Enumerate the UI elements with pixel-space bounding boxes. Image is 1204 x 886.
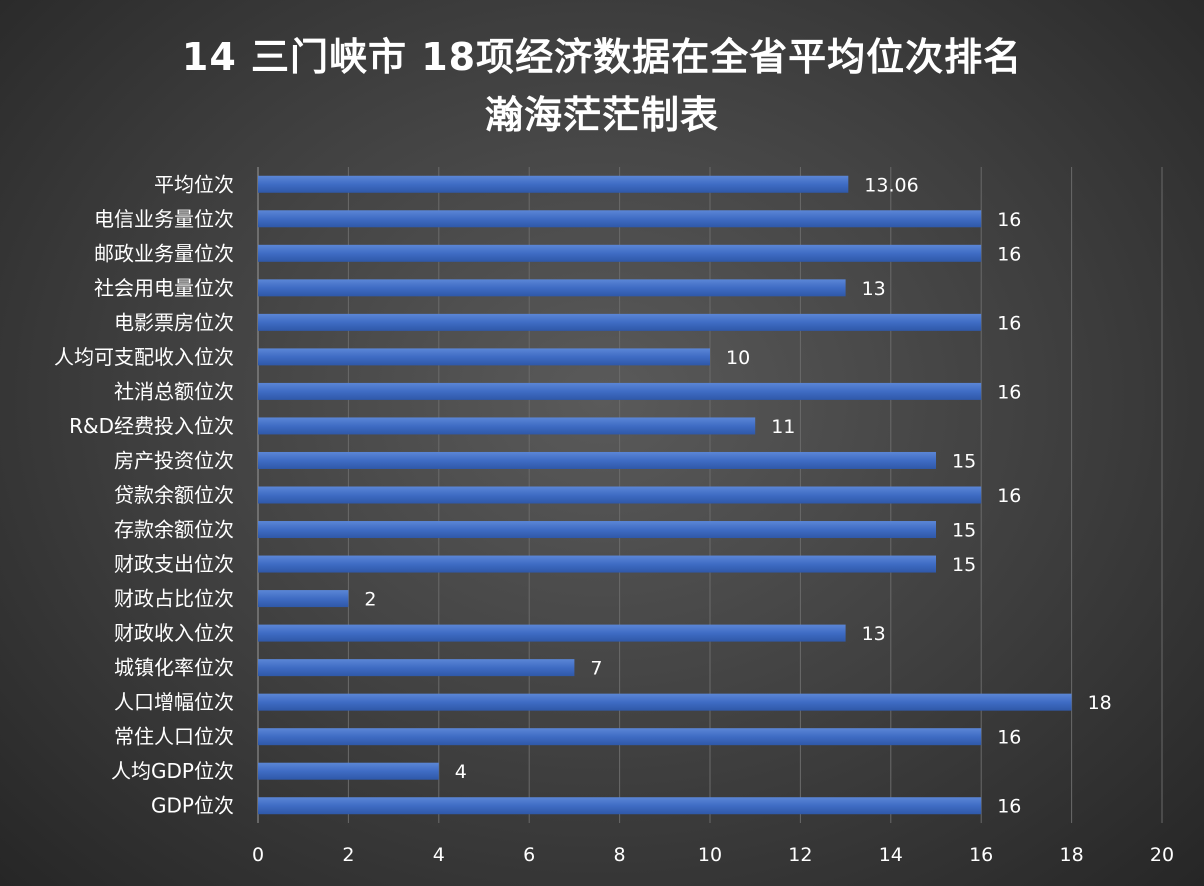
category-label: 人均可支配收入位次 — [54, 345, 234, 369]
value-label: 13 — [862, 278, 886, 300]
bar — [258, 555, 936, 573]
category-label: 城镇化率位次 — [114, 656, 234, 680]
value-label: 18 — [1088, 692, 1112, 714]
bar — [258, 797, 982, 815]
category-label: 常住人口位次 — [114, 725, 234, 749]
chart-title: 14 三门峡市 18项经济数据在全省平均位次排名 — [181, 35, 1023, 79]
category-label: 社会用电量位次 — [94, 276, 234, 300]
value-label: 15 — [952, 520, 976, 542]
value-label: 7 — [590, 658, 602, 680]
x-tick-label: 10 — [698, 844, 722, 866]
chart-subtitle: 瀚海茫茫制表 — [484, 93, 719, 137]
bar — [258, 659, 575, 677]
bar — [258, 382, 982, 400]
value-label: 13 — [862, 623, 886, 645]
value-label: 16 — [997, 796, 1021, 818]
x-tick-label: 16 — [969, 844, 993, 866]
category-label: 财政占比位次 — [114, 587, 234, 611]
category-label: GDP位次 — [151, 794, 234, 818]
bar — [258, 693, 1072, 711]
category-label: 财政收入位次 — [114, 621, 234, 645]
value-label: 2 — [364, 589, 376, 611]
value-label: 16 — [997, 312, 1021, 334]
category-label: 存款余额位次 — [114, 518, 234, 542]
labels: 0 2 4 6 8 10 12 14 16 18 20 平均位次 13.06 电信业务量位次 16 邮政业务量… — [54, 172, 1174, 866]
category-label: R&D经费投入位次 — [69, 414, 234, 438]
bar — [258, 279, 846, 297]
bar — [258, 624, 846, 642]
value-label: 13.06 — [864, 174, 918, 196]
bar — [258, 521, 936, 539]
value-label: 16 — [997, 727, 1021, 749]
category-label: 平均位次 — [154, 172, 234, 196]
x-tick-label: 20 — [1150, 844, 1174, 866]
value-label: 16 — [997, 485, 1021, 507]
value-label: 11 — [771, 416, 795, 438]
bar — [258, 210, 982, 228]
category-label: 人口增幅位次 — [114, 690, 234, 714]
category-label: 人均GDP位次 — [111, 759, 234, 783]
category-label: 社消总额位次 — [114, 379, 234, 403]
bars — [258, 175, 1072, 815]
x-tick-label: 8 — [614, 844, 626, 866]
bar — [258, 728, 982, 746]
value-label: 16 — [997, 381, 1021, 403]
bar — [258, 244, 982, 262]
value-label: 10 — [726, 347, 750, 369]
bar — [258, 590, 349, 608]
bar — [258, 175, 849, 193]
bar — [258, 451, 936, 469]
x-tick-label: 6 — [523, 844, 535, 866]
x-tick-label: 4 — [433, 844, 445, 866]
x-tick-label: 18 — [1060, 844, 1084, 866]
x-tick-label: 0 — [252, 844, 264, 866]
category-label: 邮政业务量位次 — [94, 241, 234, 265]
value-label: 4 — [455, 761, 467, 783]
value-label: 16 — [997, 243, 1021, 265]
x-tick-label: 14 — [879, 844, 903, 866]
value-label: 15 — [952, 554, 976, 576]
category-label: 房产投资位次 — [114, 448, 234, 472]
bar — [258, 762, 439, 780]
category-label: 电影票房位次 — [114, 310, 234, 334]
bar — [258, 313, 982, 331]
bar — [258, 417, 756, 435]
bar — [258, 486, 982, 504]
bar — [258, 348, 710, 366]
value-label: 15 — [952, 450, 976, 472]
value-label: 16 — [997, 209, 1021, 231]
x-tick-label: 2 — [342, 844, 354, 866]
x-tick-label: 12 — [788, 844, 812, 866]
category-label: 贷款余额位次 — [114, 483, 234, 507]
category-label: 电信业务量位次 — [94, 207, 234, 231]
category-label: 财政支出位次 — [114, 552, 234, 576]
